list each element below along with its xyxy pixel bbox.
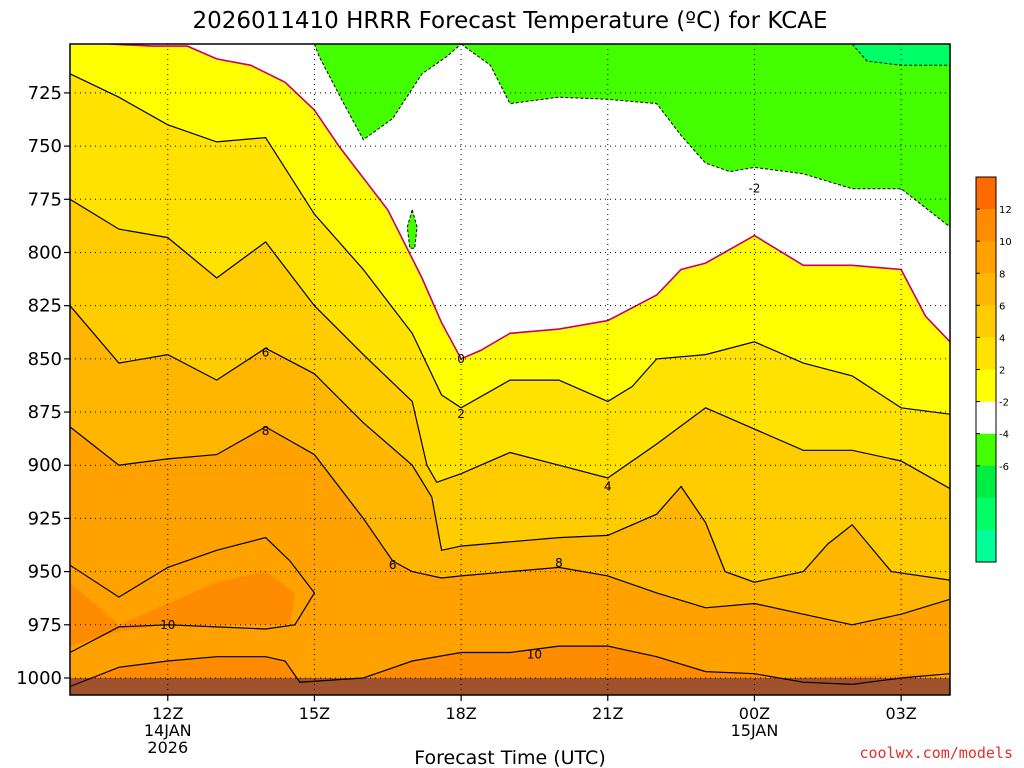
x-axis-label: Forecast Time (UTC) bbox=[414, 747, 605, 768]
colorbar-tick-label: 2 bbox=[999, 366, 1005, 377]
colorbar-segment bbox=[976, 529, 996, 563]
contour-label: 6 bbox=[262, 345, 270, 359]
contour-label: 2 bbox=[457, 407, 465, 421]
ground-fill bbox=[70, 677, 950, 695]
colorbar-segment bbox=[976, 337, 996, 370]
contour-fills bbox=[70, 44, 950, 695]
colorbar-segment bbox=[976, 273, 996, 306]
contour-label: 4 bbox=[604, 480, 612, 494]
contour-line-c6 bbox=[70, 426, 950, 626]
contour-labels: -2 0 2 6 8 4 6 8 10 10 bbox=[160, 182, 760, 662]
contour-label: 8 bbox=[262, 424, 270, 438]
y-tick-label: 850 bbox=[28, 349, 62, 370]
grid-lines bbox=[70, 44, 950, 695]
contour-label: 10 bbox=[160, 618, 175, 632]
colorbar-tick-label: 4 bbox=[999, 333, 1005, 344]
colorbar-tick-label: 10 bbox=[999, 237, 1012, 248]
contour-line-c4 bbox=[70, 305, 950, 583]
y-tick-label: 750 bbox=[28, 136, 62, 157]
colorbar: 12 10 8 6 4 2 -2 -4 -6 bbox=[975, 176, 1012, 563]
cold-blob bbox=[406, 208, 418, 249]
contour-line-minus2 bbox=[109, 44, 950, 360]
y-tick-label: 775 bbox=[28, 189, 62, 210]
y-axis: 725 750 775 800 825 850 875 900 925 950 975 1000 bbox=[16, 83, 70, 689]
colorbar-segment bbox=[976, 241, 996, 274]
cold-region-b bbox=[461, 44, 950, 227]
x-tick-label: 18Z bbox=[445, 704, 476, 723]
colorbar-tick-label: -2 bbox=[999, 398, 1009, 409]
chart-title: 2026011410 HRRR Forecast Temperature (ºC… bbox=[192, 8, 827, 34]
contour-line-cold-a bbox=[313, 44, 462, 141]
x-tick-label: 14JAN bbox=[144, 721, 192, 740]
y-tick-label: 925 bbox=[28, 508, 62, 529]
y-tick-label: 725 bbox=[28, 83, 62, 104]
colorbar-segment bbox=[976, 465, 996, 499]
y-tick-label: 800 bbox=[28, 242, 62, 263]
colorbar-segment bbox=[976, 497, 996, 531]
contour-label: 8 bbox=[555, 556, 563, 570]
x-tick-label: 15JAN bbox=[731, 721, 779, 740]
colorbar-segment bbox=[976, 369, 996, 403]
band-warm-core bbox=[70, 571, 295, 647]
colorbar-tick-label: -4 bbox=[999, 430, 1009, 441]
colorbar-tick-label: 6 bbox=[999, 301, 1005, 312]
plot-frame bbox=[69, 43, 951, 696]
x-tick-label: 15Z bbox=[299, 704, 330, 723]
contour-label: -2 bbox=[748, 182, 760, 196]
contour-line-c10 bbox=[70, 645, 950, 688]
contour-label: 10 bbox=[527, 648, 542, 662]
contour-label: 6 bbox=[389, 558, 397, 572]
colorbar-segment bbox=[976, 209, 996, 242]
x-tick-label: 2026 bbox=[147, 738, 188, 757]
x-tick-label: 12Z bbox=[152, 704, 183, 723]
y-tick-label: 875 bbox=[28, 402, 62, 423]
x-tick-label: 03Z bbox=[885, 704, 916, 723]
contour-label: 0 bbox=[457, 352, 465, 366]
colorbar-segment bbox=[976, 177, 996, 210]
y-tick-label: 900 bbox=[28, 455, 62, 476]
y-tick-label: 975 bbox=[28, 615, 62, 636]
colorbar-tick-label: 12 bbox=[999, 205, 1012, 216]
colorbar-segment bbox=[976, 305, 996, 338]
y-tick-label: 950 bbox=[28, 562, 62, 583]
credit-text: coolwx.com/models bbox=[859, 744, 1013, 762]
colorbar-segment bbox=[976, 433, 996, 467]
contour-line-c2 bbox=[70, 198, 950, 490]
colorbar-segment bbox=[976, 401, 996, 435]
y-tick-label: 825 bbox=[28, 296, 62, 317]
contour-line-cold-c bbox=[851, 44, 950, 66]
contour-line-cold-b bbox=[460, 44, 950, 228]
contour-lines bbox=[70, 44, 950, 688]
x-tick-label: 21Z bbox=[592, 704, 623, 723]
x-tick-label: 00Z bbox=[739, 704, 770, 723]
y-tick-label: 1000 bbox=[16, 668, 62, 689]
colorbar-tick-label: -6 bbox=[999, 462, 1009, 473]
contour-line-c0 bbox=[70, 73, 950, 415]
cold-region-a bbox=[314, 44, 462, 140]
colorbar-tick-label: 8 bbox=[999, 269, 1005, 280]
